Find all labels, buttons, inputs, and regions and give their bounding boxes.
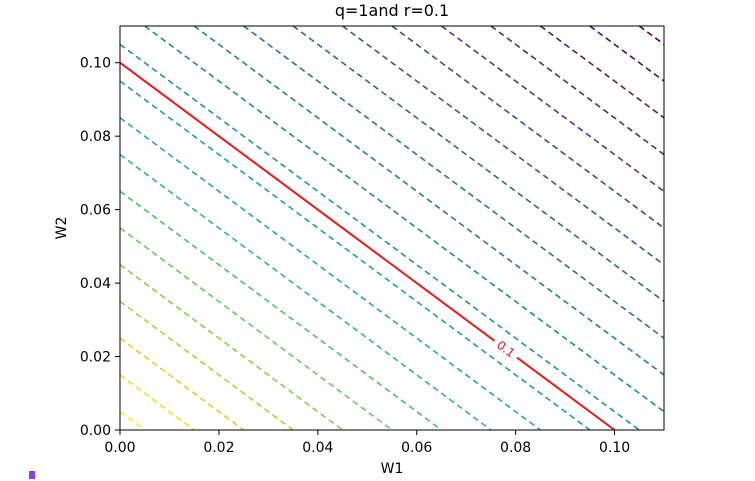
contour-line-1	[119, 374, 195, 431]
y-axis-ticks: 0.00 0.02 0.04 0.06 0.08 0.10	[80, 56, 120, 439]
y-axis-title: W2	[54, 217, 70, 240]
y-tick-label: 0.00	[80, 423, 111, 439]
contour-line-11	[144, 25, 665, 413]
y-tick-label: 0.06	[80, 203, 111, 219]
contour-line-16	[391, 25, 665, 229]
x-axis-title: W1	[381, 461, 404, 477]
contour-line-6	[119, 190, 442, 431]
contour-line-17	[440, 25, 665, 192]
contour-line-18	[490, 25, 665, 156]
contour-line-20	[589, 25, 665, 82]
contour-line-15	[342, 25, 665, 266]
highlight-contour-line-a	[119, 61, 496, 342]
contour-line-9	[119, 80, 591, 431]
contour-line-14	[292, 25, 665, 303]
x-tick-label: 0.04	[302, 440, 333, 456]
contour-line-19	[539, 25, 665, 119]
y-tick-label: 0.02	[80, 350, 111, 366]
y-tick-label: 0.08	[80, 129, 111, 145]
contour-line-8	[119, 117, 541, 431]
contour-line-4	[119, 264, 344, 431]
highlight-contour-label: 0.1	[494, 338, 518, 361]
contour-line-0	[119, 410, 146, 431]
contour-lines	[119, 25, 665, 431]
x-axis-ticks: 0.00 0.02 0.04 0.06 0.08 0.10	[104, 430, 630, 456]
y-tick-label: 0.10	[80, 56, 111, 72]
small-purple-marker-icon	[29, 471, 35, 479]
x-tick-label: 0.00	[104, 440, 135, 456]
contour-line-2	[119, 337, 245, 431]
x-tick-label: 0.02	[203, 440, 234, 456]
contour-line-7	[119, 153, 492, 431]
x-tick-label: 0.10	[599, 440, 630, 456]
contour-line-3	[119, 300, 294, 431]
contour-line-21	[638, 25, 665, 46]
contour-line-12	[193, 25, 665, 376]
y-tick-label: 0.04	[80, 276, 111, 292]
chart-title: q=1and r=0.1	[335, 1, 449, 20]
x-tick-label: 0.08	[500, 440, 531, 456]
x-tick-label: 0.06	[401, 440, 432, 456]
plot-frame	[119, 25, 665, 431]
contour-line-10	[119, 43, 640, 431]
highlight-contour-line-b	[516, 356, 616, 431]
contour-line-13	[243, 25, 665, 339]
contour-line-5	[119, 227, 393, 431]
